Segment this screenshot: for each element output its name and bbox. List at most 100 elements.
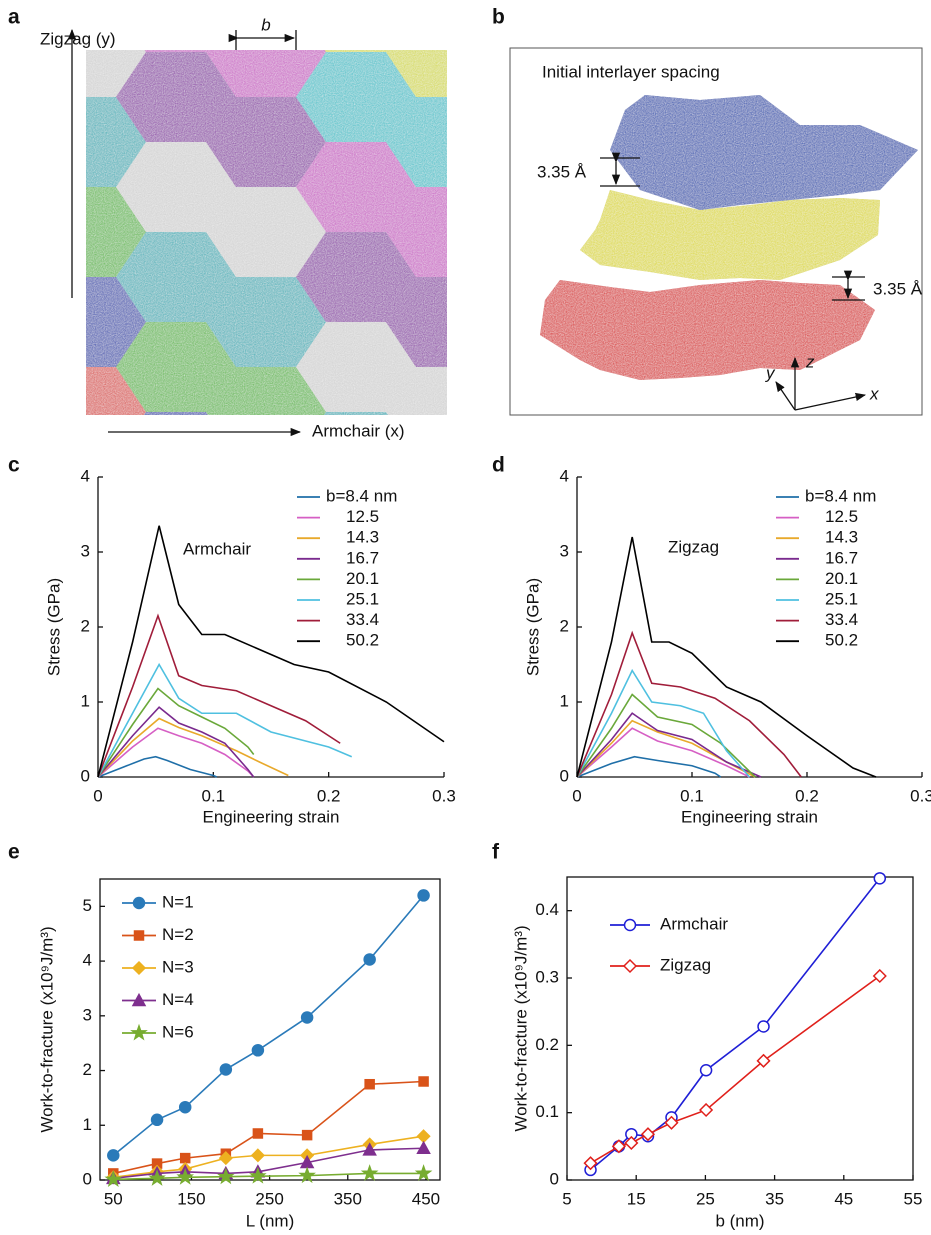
y-tick-label: 2 <box>81 616 90 635</box>
grain <box>26 0 146 7</box>
panel-label: d <box>492 454 505 477</box>
grain <box>86 367 146 415</box>
marker <box>362 1142 377 1156</box>
axis-label: y <box>765 363 776 382</box>
y-tick-label: 2 <box>560 616 569 635</box>
y-tick-label: 4 <box>560 466 569 485</box>
grain <box>386 0 506 7</box>
series-line <box>97 755 218 778</box>
marker <box>178 1100 192 1114</box>
marker <box>251 1044 265 1057</box>
axis-label: Armchair (x) <box>312 421 405 440</box>
grain <box>206 277 326 367</box>
x-tick-label: 25 <box>696 1189 715 1208</box>
annotation: Armchair <box>183 539 251 558</box>
marker <box>414 1164 433 1181</box>
x-tick-label: 0 <box>572 786 581 805</box>
grain <box>144 50 208 52</box>
y-tick-label: 1 <box>81 691 90 710</box>
marker <box>699 1102 714 1118</box>
y-tick-label: 1 <box>560 691 569 710</box>
legend-label: 12.5 <box>825 507 858 526</box>
legend-label: Zigzag <box>660 955 711 974</box>
series-line <box>97 687 255 778</box>
series-line <box>97 525 445 778</box>
y-tick-label: 4 <box>83 951 92 970</box>
x-axis-label: L (nm) <box>246 1211 295 1230</box>
legend-label: 50.2 <box>346 631 379 650</box>
marker <box>873 872 887 885</box>
y-tick-label: 0.1 <box>535 1102 559 1121</box>
grain <box>386 97 447 187</box>
legend-label: 33.4 <box>825 610 858 629</box>
x-tick-label: 35 <box>765 1189 784 1208</box>
grain <box>386 50 447 97</box>
x-axis-label: Engineering strain <box>202 807 339 826</box>
grain <box>324 412 388 415</box>
y-tick-label: 0.3 <box>535 967 559 986</box>
marker <box>218 1151 233 1166</box>
marker <box>416 1140 431 1155</box>
marker <box>219 1063 233 1076</box>
legend-label: b=8.4 nm <box>326 486 397 505</box>
y-tick-label: 0 <box>550 1169 559 1188</box>
marker <box>176 1167 195 1185</box>
legend-label: 20.1 <box>346 569 379 588</box>
panel-label: e <box>8 841 20 864</box>
series-line <box>97 706 255 778</box>
legend-label: N=2 <box>162 925 194 944</box>
layer-top <box>610 95 918 210</box>
dimension-label: b <box>261 15 270 34</box>
x-tick-label: 0.2 <box>795 786 819 805</box>
x-tick-label: 450 <box>412 1189 440 1208</box>
legend-label: 33.4 <box>346 610 379 629</box>
legend-label: 25.1 <box>825 589 858 608</box>
legend-label: 14.3 <box>825 528 858 547</box>
legend-marker <box>133 930 145 941</box>
series-line <box>97 717 289 778</box>
legend-marker <box>622 958 638 974</box>
series-line <box>576 693 756 778</box>
marker <box>301 1129 313 1141</box>
y-tick-label: 3 <box>560 541 569 560</box>
y-tick-label: 3 <box>81 541 90 560</box>
grain <box>206 50 326 97</box>
legend-label: 16.7 <box>825 548 858 567</box>
x-tick-label: 0.1 <box>680 786 704 805</box>
series-line <box>576 727 750 778</box>
y-tick-label: 1 <box>83 1115 92 1134</box>
legend-marker <box>131 960 147 976</box>
series-line <box>576 755 722 778</box>
series-line <box>113 1147 424 1180</box>
x-tick-label: 150 <box>177 1189 205 1208</box>
marker <box>756 1053 771 1068</box>
axis-arrow <box>775 381 796 411</box>
marker <box>104 1170 123 1187</box>
y-tick-label: 0.2 <box>535 1035 559 1054</box>
x-tick-label: 0.3 <box>432 786 456 805</box>
marker <box>360 1164 379 1181</box>
grain <box>206 97 326 187</box>
y-tick-label: 4 <box>81 466 90 485</box>
legend-marker <box>623 918 637 932</box>
y-tick-label: 0 <box>81 766 90 785</box>
grain <box>296 142 416 232</box>
plot-frame <box>566 876 914 1181</box>
marker <box>150 1113 164 1127</box>
y-axis-label: Work-to-fracture (x10⁹J/m³) <box>511 925 530 1131</box>
grain <box>116 52 236 142</box>
panel-label: c <box>8 454 20 477</box>
x-tick-label: 50 <box>104 1189 123 1208</box>
marker <box>250 1148 265 1163</box>
legend-label: 20.1 <box>825 569 858 588</box>
series-line <box>97 662 353 778</box>
x-tick-label: 55 <box>904 1189 923 1208</box>
marker <box>249 1166 267 1184</box>
legend-marker <box>131 992 147 1007</box>
panel-label: f <box>492 841 500 864</box>
y-axis-label: Work-to-fracture (x10⁹J/m³) <box>37 926 56 1132</box>
marker <box>417 889 430 902</box>
y-axis-label: Stress (GPa) <box>523 578 542 676</box>
series-line <box>576 712 762 778</box>
x-tick-label: 0.1 <box>202 786 226 805</box>
